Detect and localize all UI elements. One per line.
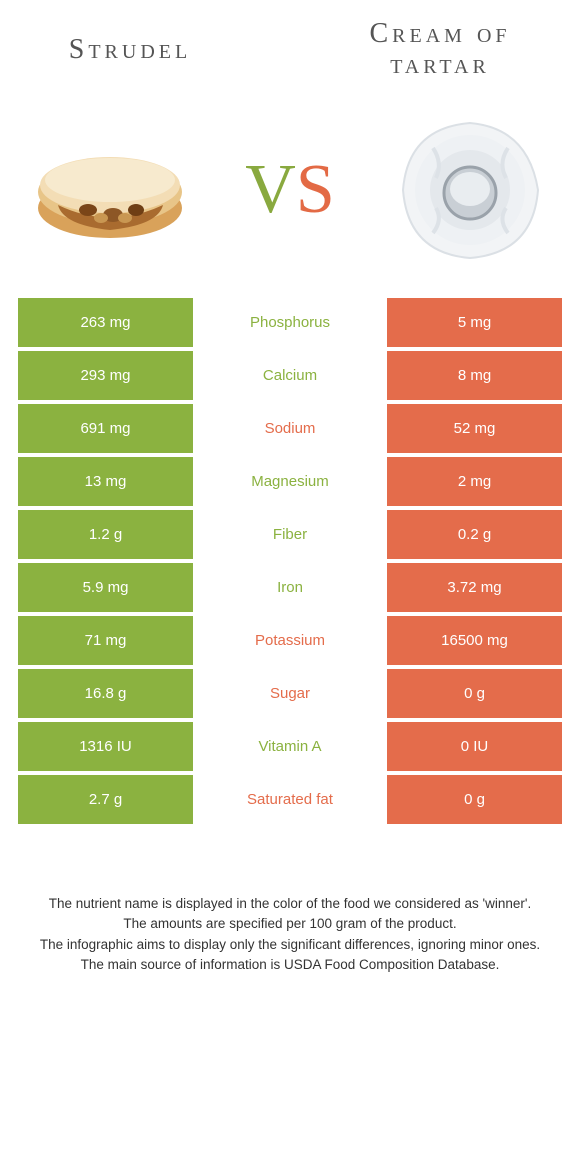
left-value-cell: 5.9 mg [18,563,193,612]
nutrient-label-cell: Iron [196,563,384,612]
left-value-cell: 13 mg [18,457,193,506]
table-row: 16.8 gSugar0 g [18,669,562,718]
right-value-cell: 16500 mg [387,616,562,665]
images-row: VS [0,90,580,290]
powder-icon [380,105,560,275]
table-row: 691 mgSodium52 mg [18,404,562,453]
left-value-cell: 16.8 g [18,669,193,718]
nutrient-label-cell: Saturated fat [196,775,384,824]
right-value-cell: 52 mg [387,404,562,453]
left-value-cell: 2.7 g [18,775,193,824]
table-row: 13 mgMagnesium2 mg [18,457,562,506]
footer-line-2: The amounts are specified per 100 gram o… [30,914,550,934]
footer-notes: The nutrient name is displayed in the co… [30,894,550,975]
table-row: 71 mgPotassium16500 mg [18,616,562,665]
table-row: 1.2 gFiber0.2 g [18,510,562,559]
left-value-cell: 1316 IU [18,722,193,771]
left-value-cell: 691 mg [18,404,193,453]
left-food-title: Strudel [30,35,230,66]
right-title-line1: Cream of [369,18,510,49]
right-food-title: Cream of tartar [330,19,550,81]
right-value-cell: 0 g [387,775,562,824]
nutrient-label-cell: Sugar [196,669,384,718]
left-value-cell: 293 mg [18,351,193,400]
right-value-cell: 0 g [387,669,562,718]
right-value-cell: 0 IU [387,722,562,771]
table-row: 2.7 gSaturated fat0 g [18,775,562,824]
right-value-cell: 8 mg [387,351,562,400]
nutrient-label-cell: Magnesium [196,457,384,506]
table-row: 1316 IUVitamin A0 IU [18,722,562,771]
footer-line-4: The main source of information is USDA F… [30,955,550,975]
nutrient-label-cell: Vitamin A [196,722,384,771]
table-row: 5.9 mgIron3.72 mg [18,563,562,612]
strudel-icon [20,105,200,275]
right-value-cell: 2 mg [387,457,562,506]
vs-s: S [296,151,335,228]
right-value-cell: 3.72 mg [387,563,562,612]
table-row: 293 mgCalcium8 mg [18,351,562,400]
left-value-cell: 1.2 g [18,510,193,559]
right-title-line2: tartar [390,49,490,80]
left-value-cell: 263 mg [18,298,193,347]
nutrient-label-cell: Sodium [196,404,384,453]
vs-v: V [245,151,296,228]
right-value-cell: 5 mg [387,298,562,347]
left-value-cell: 71 mg [18,616,193,665]
comparison-table: 263 mgPhosphorus5 mg293 mgCalcium8 mg691… [18,298,562,824]
header: Strudel Cream of tartar [0,0,580,90]
nutrient-label-cell: Phosphorus [196,298,384,347]
nutrient-label-cell: Calcium [196,351,384,400]
nutrient-label-cell: Fiber [196,510,384,559]
table-row: 263 mgPhosphorus5 mg [18,298,562,347]
right-value-cell: 0.2 g [387,510,562,559]
nutrient-label-cell: Potassium [196,616,384,665]
footer-line-3: The infographic aims to display only the… [30,935,550,955]
footer-line-1: The nutrient name is displayed in the co… [30,894,550,914]
vs-label: VS [245,150,335,230]
